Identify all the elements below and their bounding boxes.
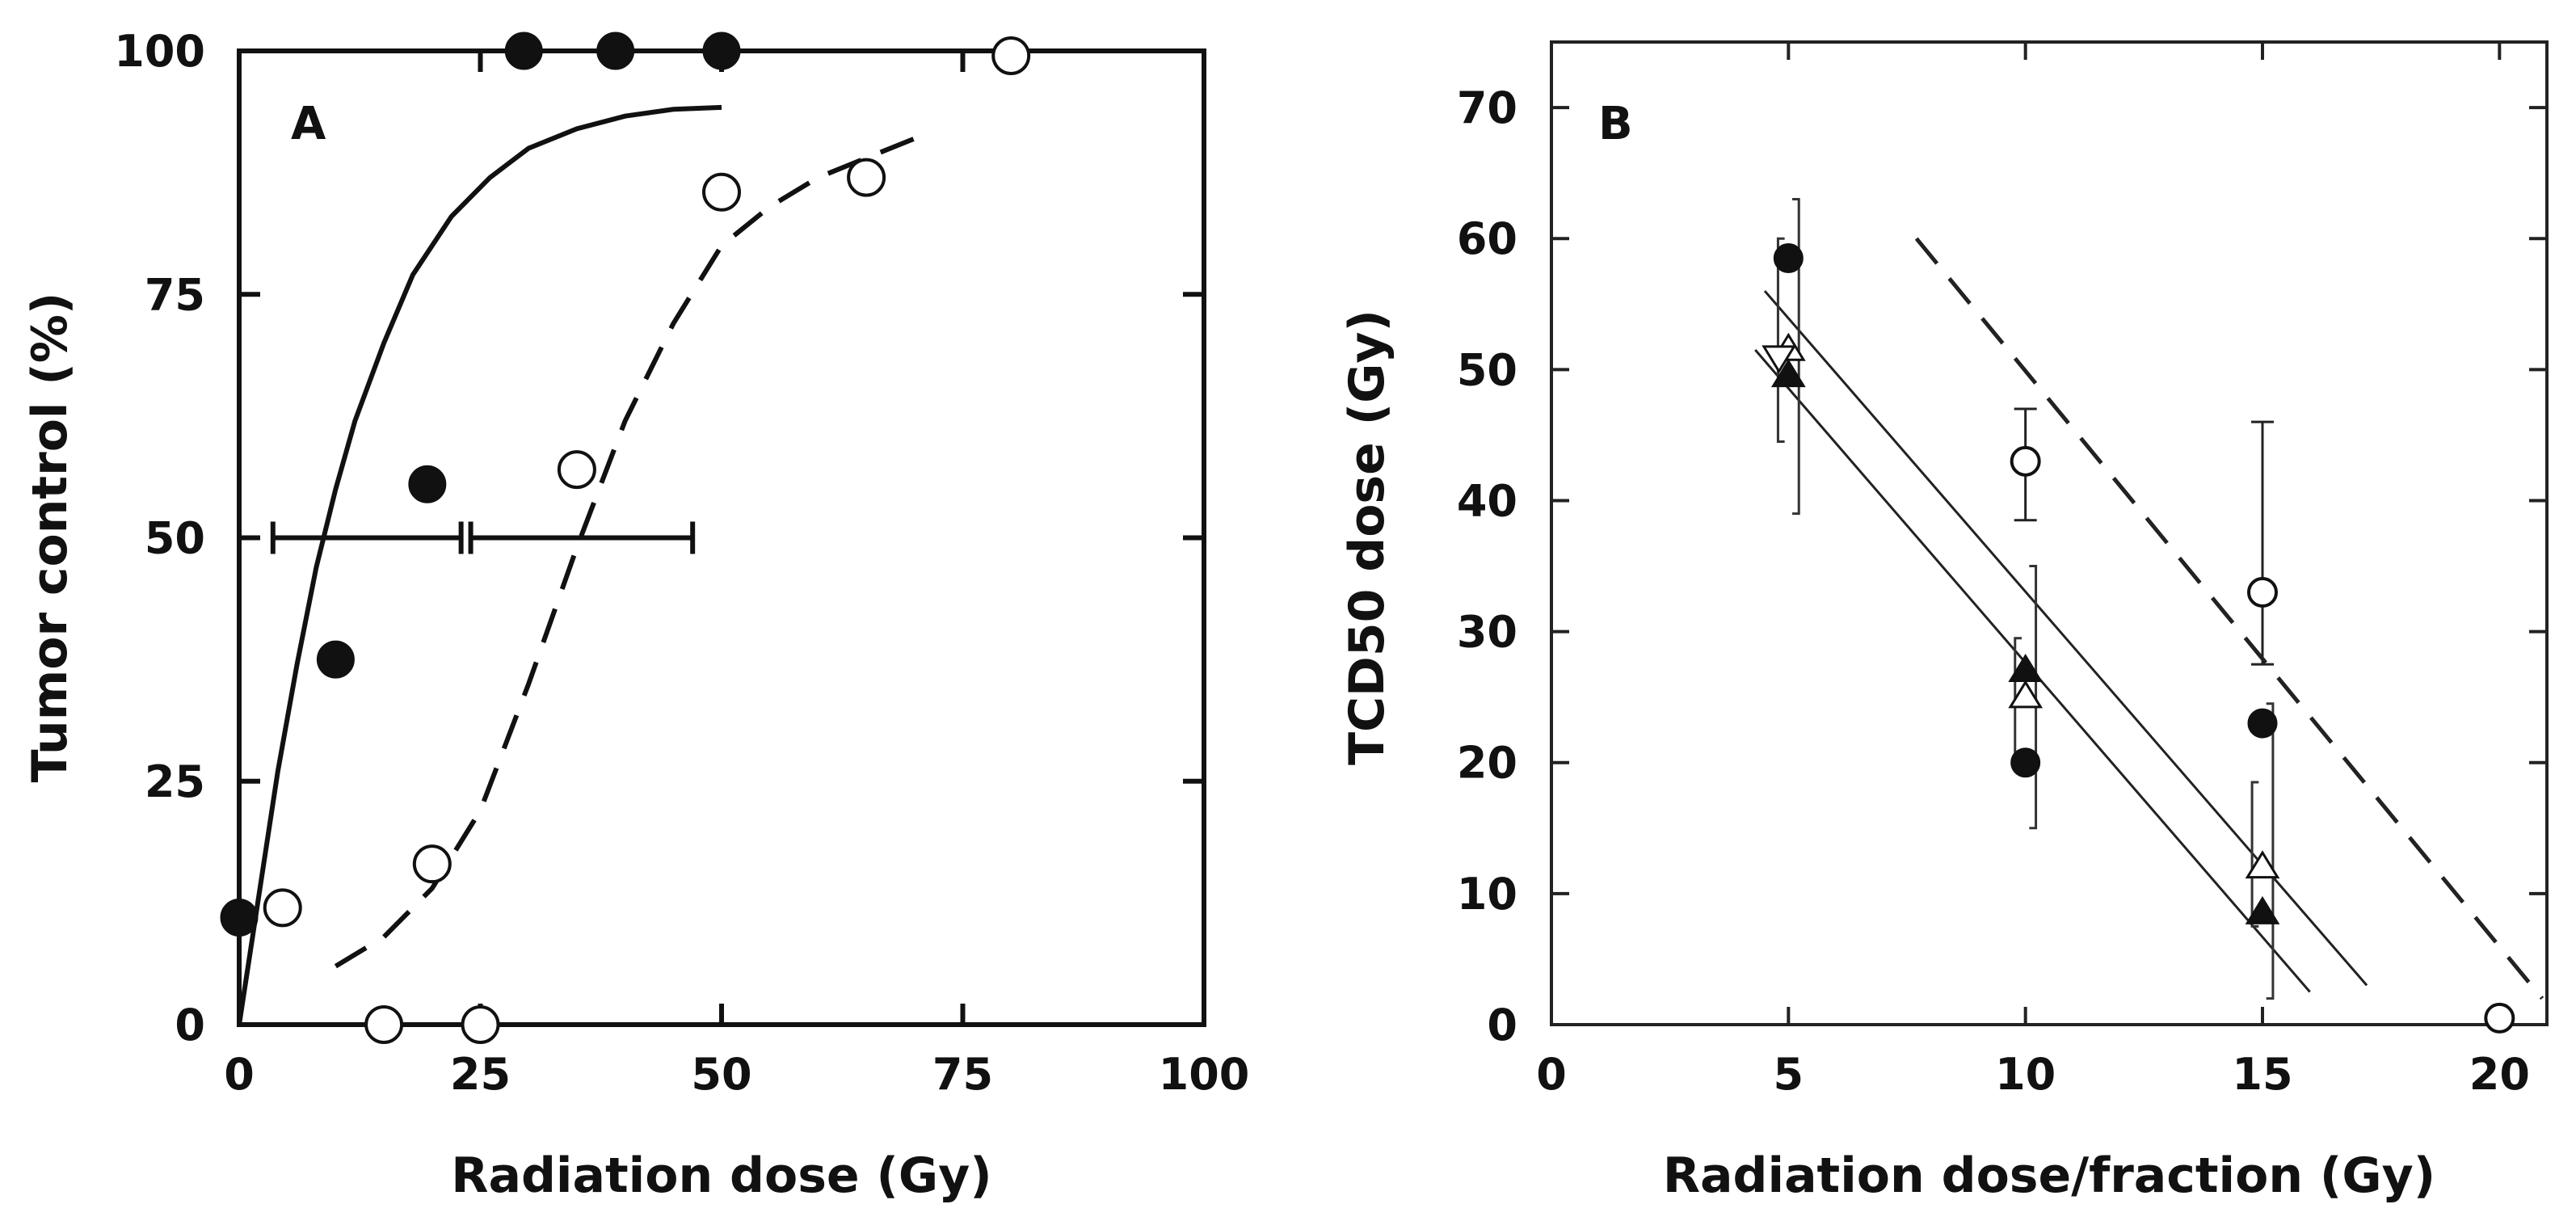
y-tick-label: 100	[114, 26, 205, 77]
panel-b-x-axis-title: Radiation dose/fraction (Gy)	[1663, 1147, 2435, 1204]
panel-a-marks	[220, 32, 1031, 1044]
y-tick-label: 30	[1457, 607, 1517, 658]
fit-curve-dashed	[334, 136, 915, 969]
data-point-filled-circle	[596, 32, 635, 70]
x-tick-label: 100	[1159, 1049, 1250, 1100]
data-point-open-circle	[2010, 445, 2041, 477]
panel-a-chart: 0 25 50 75 100 0 25 50 75 100 A Radiation dose (G…	[22, 26, 1249, 1204]
regression-line-dashed	[1914, 237, 2544, 1000]
data-point-open-circle	[2484, 1002, 2515, 1034]
range-bracket	[1776, 237, 1785, 444]
x-tick-label: 20	[2469, 1049, 2530, 1100]
data-point-filled-circle	[504, 32, 543, 70]
data-point-filled-circle	[1773, 243, 1804, 274]
x-tick-label: 0	[1536, 1049, 1567, 1100]
panel-a-y-axis-title: Tumor control (%)	[22, 293, 78, 783]
data-point-filled-circle	[2247, 708, 2278, 739]
data-point-filled-circle	[2010, 747, 2041, 778]
y-tick-label: 25	[145, 756, 205, 807]
y-tick-label: 50	[1457, 344, 1517, 395]
y-tick-label: 0	[1487, 1000, 1517, 1050]
data-point-filled-triangle	[1770, 359, 1806, 388]
panel-b-y-axis-title: TCD50 dose (Gy)	[1339, 309, 1395, 765]
data-point-open-circle	[991, 36, 1031, 76]
data-point-filled-circle	[702, 32, 741, 70]
x-tick-label: 75	[932, 1049, 993, 1100]
panel-b-marks	[1754, 198, 2544, 1034]
x-tick-label: 5	[1774, 1049, 1804, 1100]
data-point-open-circle	[263, 888, 302, 928]
data-point-open-triangle	[2008, 680, 2044, 709]
x-tick-label: 10	[1995, 1049, 2056, 1100]
y-tick-label: 60	[1457, 213, 1517, 264]
data-point-open-circle	[557, 450, 596, 490]
data-point-open-circle	[2247, 576, 2278, 608]
range-bracket	[2250, 781, 2259, 928]
data-point-filled-triangle	[2008, 654, 2044, 682]
panel-a-x-axis-title: Radiation dose (Gy)	[451, 1147, 991, 1204]
data-point-open-circle	[412, 844, 452, 884]
panel-b-label: B	[1598, 98, 1633, 150]
y-tick-label: 50	[145, 513, 205, 564]
x-tick-label: 50	[691, 1049, 751, 1100]
data-point-filled-circle	[220, 898, 259, 937]
data-point-open-circle	[364, 1005, 404, 1044]
y-tick-label: 10	[1457, 869, 1517, 920]
data-point-filled-circle	[408, 465, 447, 503]
panel-b-chart: 0 5 10 15 20 0 10 20 30 40 50 60 70 B Radiation dose…	[1339, 40, 2549, 1204]
y-tick-label: 0	[175, 1000, 205, 1050]
x-tick-label: 15	[2232, 1049, 2292, 1100]
panel-a-label: A	[291, 98, 326, 150]
data-point-open-circle	[461, 1005, 500, 1044]
data-point-filled-triangle	[2245, 895, 2280, 924]
data-point-open-circle	[702, 172, 741, 212]
data-point-open-circle	[847, 158, 886, 197]
panel-a-ticks: 0 25 50 75 100 0 25 50 75 100	[114, 26, 1249, 1100]
y-tick-label: 40	[1457, 475, 1517, 526]
data-point-open-inverted-triangle	[1762, 345, 1796, 374]
panel-b-ticks: 0 5 10 15 20 0 10 20 30 40 50 60 70	[1457, 42, 2547, 1100]
x-tick-label: 25	[450, 1049, 511, 1100]
panel-b-plot-frame	[1550, 40, 2549, 1026]
x-tick-label: 0	[224, 1049, 255, 1100]
y-tick-label: 75	[145, 269, 205, 320]
y-tick-label: 20	[1457, 738, 1517, 789]
data-point-filled-circle	[316, 640, 355, 679]
fit-curve-solid	[237, 104, 722, 1025]
data-point-open-triangle	[2245, 850, 2280, 879]
range-bracket	[2266, 702, 2275, 1000]
y-tick-label: 70	[1457, 82, 1517, 133]
